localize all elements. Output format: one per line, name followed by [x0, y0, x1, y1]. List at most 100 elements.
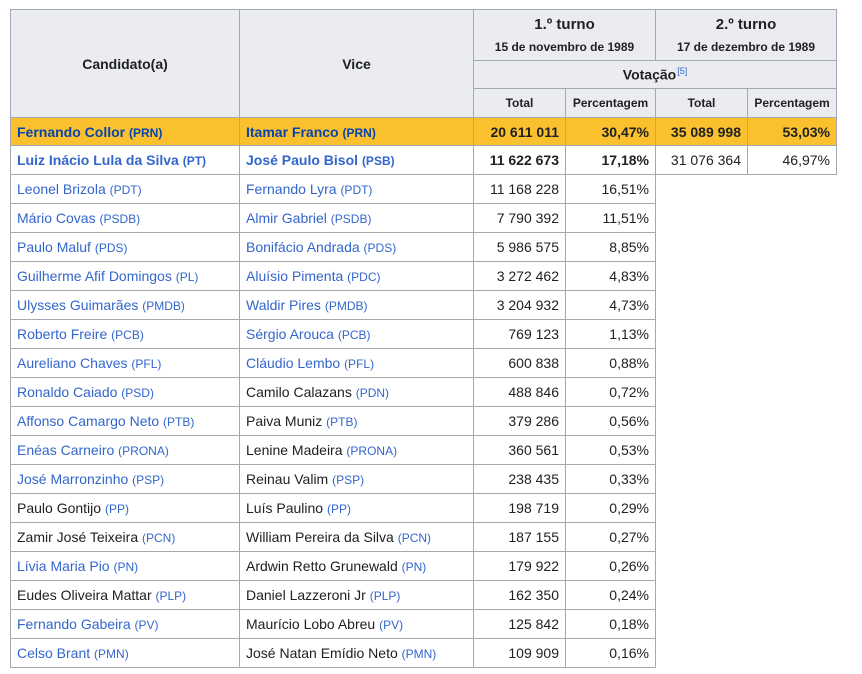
candidate-name-link[interactable]: Affonso Camargo Neto	[17, 413, 160, 429]
candidate-name-link[interactable]: José Marronzinho	[17, 471, 129, 487]
round1-total-cell: 7 790 392	[473, 203, 566, 233]
vice-cell: Fernando Lyra (PDT)	[239, 174, 474, 204]
vice-name-link[interactable]: Fernando Lyra	[246, 181, 337, 197]
vice-party-link[interactable]: (PCB)	[337, 328, 371, 342]
round1-total-cell: 187 155	[473, 522, 566, 552]
vice-name-link[interactable]: Itamar Franco	[246, 123, 339, 140]
vice-party-link[interactable]: (PSP)	[332, 473, 365, 487]
vice-name-link[interactable]: Almir Gabriel	[246, 210, 327, 226]
round1-total-cell: 238 435	[473, 464, 566, 494]
header-vice: Vice	[239, 9, 474, 118]
round1-percent-cell: 0,72%	[565, 377, 656, 407]
vice-cell: Itamar Franco (PRN)	[239, 117, 474, 146]
round1-percent-cell: 30,47%	[565, 117, 656, 146]
empty-cell	[656, 349, 837, 378]
vice-party-link[interactable]: (PMN)	[401, 647, 437, 661]
candidate-cell: Mário Covas (PSDB)	[10, 203, 240, 233]
vice-cell: Bonifácio Andrada (PDS)	[239, 232, 474, 262]
vice-party-link[interactable]: (PMDB)	[324, 299, 368, 313]
votes-label: Votação	[622, 66, 677, 83]
vice-party-link[interactable]: (PSB)	[361, 154, 395, 168]
round1-percent-cell: 8,85%	[565, 232, 656, 262]
candidate-party-link[interactable]: (PN)	[113, 560, 139, 574]
vice-name: Ardwin Retto Grunewald	[246, 558, 398, 574]
candidate-name-link[interactable]: Fernando Collor	[17, 123, 126, 140]
candidate-party-link[interactable]: (PMDB)	[142, 299, 185, 313]
vice-party-link[interactable]: (PDT)	[340, 183, 373, 197]
candidate-party-link[interactable]: (PT)	[182, 154, 207, 168]
candidate-party-link[interactable]: (PDS)	[94, 241, 128, 255]
vice-party-link[interactable]: (PRN)	[342, 125, 376, 140]
votes-reference-link[interactable]: [5]	[677, 66, 688, 77]
vice-party-link[interactable]: (PN)	[401, 560, 427, 574]
vice-party-link[interactable]: (PSDB)	[330, 212, 372, 226]
candidate-name-link[interactable]: Paulo Maluf	[17, 239, 91, 255]
candidate-party-link[interactable]: (PCN)	[142, 531, 176, 545]
table-row: Eudes Oliveira Mattar (PLP) Daniel Lazzer…	[10, 580, 837, 610]
candidate-party-link[interactable]: (PL)	[175, 270, 199, 284]
round1-total-cell: 11 622 673	[473, 145, 566, 175]
vice-cell: Sérgio Arouca (PCB)	[239, 319, 474, 349]
table-row: Leonel Brizola (PDT) Fernando Lyra (PDT) 1…	[10, 174, 837, 204]
vice-party-link[interactable]: (PP)	[326, 502, 351, 516]
vice-party-link[interactable]: (PLP)	[369, 589, 401, 603]
round1-title: 1.º turno	[534, 16, 595, 34]
round1-total-cell: 769 123	[473, 319, 566, 349]
candidate-party-link[interactable]: (PCB)	[111, 328, 144, 342]
vice-party-link[interactable]: (PDN)	[355, 386, 390, 400]
candidate-name-link[interactable]: Ulysses Guimarães	[17, 297, 139, 313]
round2-total-cell: 35 089 998	[655, 117, 748, 146]
header-votes: Votação[5]	[473, 60, 837, 89]
vice-name-link[interactable]: Aluísio Pimenta	[246, 268, 344, 284]
round1-total-cell: 3 272 462	[473, 261, 566, 291]
vice-party-link[interactable]: (PFL)	[344, 357, 375, 371]
candidate-party-link[interactable]: (PV)	[134, 618, 159, 632]
vice-cell: William Pereira da Silva (PCN)	[239, 522, 474, 552]
candidate-party-link[interactable]: (PRONA)	[118, 444, 169, 458]
candidate-name-link[interactable]: Leonel Brizola	[17, 181, 106, 197]
candidate-name-link[interactable]: Enéas Carneiro	[17, 442, 115, 458]
vice-party-link[interactable]: (PTB)	[326, 415, 358, 429]
vice-name-link[interactable]: Cláudio Lembo	[246, 355, 341, 371]
candidate-party-link[interactable]: (PP)	[104, 502, 129, 516]
vice-name: José Natan Emídio Neto	[246, 645, 398, 661]
vice-cell: Luís Paulino (PP)	[239, 493, 474, 523]
vice-party-link[interactable]: (PDS)	[363, 241, 397, 255]
candidate-party-link[interactable]: (PTB)	[163, 415, 195, 429]
candidate-party-link[interactable]: (PLP)	[155, 589, 187, 603]
candidate-party-link[interactable]: (PSD)	[121, 386, 154, 400]
vice-name-link[interactable]: Sérgio Arouca	[246, 326, 334, 342]
candidate-cell: Fernando Gabeira (PV)	[10, 609, 240, 639]
candidate-party-link[interactable]: (PDT)	[109, 183, 142, 197]
candidate-party-link[interactable]: (PSP)	[132, 473, 165, 487]
candidate-name-link[interactable]: Roberto Freire	[17, 326, 108, 342]
round2-percent-cell: 53,03%	[747, 117, 837, 146]
vice-party-link[interactable]: (PDC)	[347, 270, 381, 284]
vice-party-link[interactable]: (PCN)	[397, 531, 432, 545]
table-row: Aureliano Chaves (PFL) Cláudio Lembo (PFL…	[10, 348, 837, 378]
vice-name-link[interactable]: Bonifácio Andrada	[246, 239, 360, 255]
candidate-party-link[interactable]: (PSDB)	[99, 212, 141, 226]
candidate-party-link[interactable]: (PRN)	[129, 125, 163, 140]
candidate-name-link[interactable]: Aureliano Chaves	[17, 355, 128, 371]
vice-name-link[interactable]: Waldir Pires	[246, 297, 321, 313]
candidate-name: Zamir José Teixeira	[17, 529, 139, 545]
candidate-name-link[interactable]: Celso Brant	[17, 645, 91, 661]
vice-party-link[interactable]: (PV)	[379, 618, 404, 632]
candidate-name-link[interactable]: Luiz Inácio Lula da Silva	[17, 152, 179, 168]
candidate-name-link[interactable]: Fernando Gabeira	[17, 616, 131, 632]
candidate-name-link[interactable]: Mário Covas	[17, 210, 96, 226]
candidate-name-link[interactable]: Ronaldo Caiado	[17, 384, 118, 400]
round2-total-cell: 31 076 364	[655, 145, 748, 175]
vice-cell: Almir Gabriel (PSDB)	[239, 203, 474, 233]
empty-cell	[656, 639, 837, 668]
candidate-party-link[interactable]: (PMN)	[94, 647, 129, 661]
header-round2: 2.º turno 17 de dezembro de 1989	[655, 9, 837, 61]
vice-name-link[interactable]: José Paulo Bisol	[246, 152, 359, 168]
candidate-name-link[interactable]: Guilherme Afif Domingos	[17, 268, 172, 284]
candidate-party-link[interactable]: (PFL)	[131, 357, 162, 371]
candidate-cell: Aureliano Chaves (PFL)	[10, 348, 240, 378]
vice-party-link[interactable]: (PRONA)	[346, 444, 398, 458]
table-row: Celso Brant (PMN) José Natan Emídio Neto …	[10, 638, 837, 668]
candidate-name-link[interactable]: Lívia Maria Pio	[17, 558, 110, 574]
